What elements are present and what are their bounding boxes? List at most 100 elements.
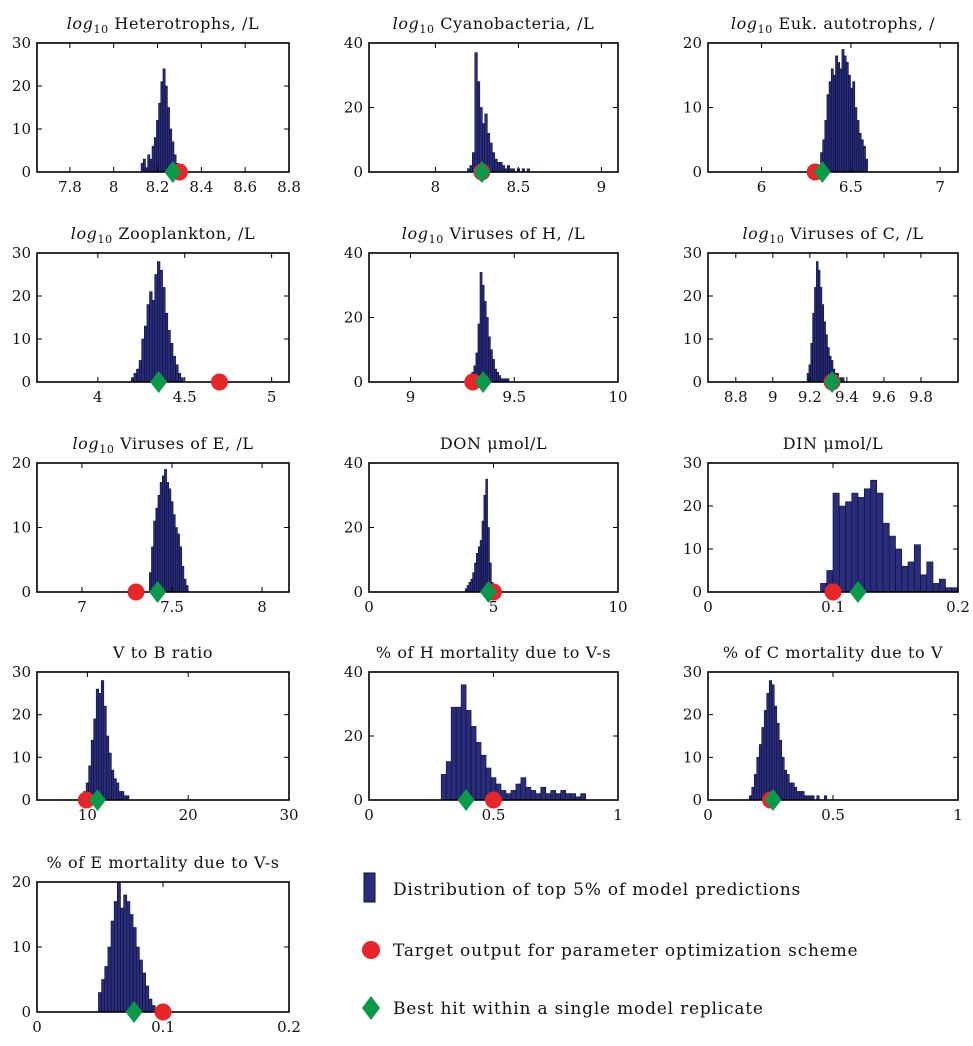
- y-tick-label: 40: [344, 244, 363, 262]
- histogram-bar: [850, 87, 853, 173]
- histogram-bar: [144, 325, 148, 383]
- x-tick-label: 9: [768, 388, 778, 406]
- histogram-panel: % of H mortality due to V-s 0 0.5 1 0 20 40: [344, 643, 623, 824]
- y-tick-label: 10: [12, 120, 31, 138]
- histogram-bar: [465, 710, 472, 801]
- histogram-bar: [470, 726, 477, 801]
- histogram-bar: [179, 546, 183, 593]
- histogram-bar: [851, 492, 859, 593]
- histogram-bar: [876, 492, 884, 593]
- y-tick-label: 0: [353, 791, 363, 809]
- panel-title: DON μmol/L: [440, 434, 547, 453]
- histogram-bar: [506, 165, 510, 173]
- histogram-bar: [920, 574, 928, 593]
- histogram-bar: [172, 355, 176, 383]
- histogram-panel: % of E mortality due to V-s 0 0.1 0.2 0 10 20: [12, 853, 301, 1036]
- histogram-bar: [139, 959, 143, 1013]
- x-tick-label: 0: [703, 806, 713, 824]
- x-tick-label: 0.1: [151, 1018, 175, 1036]
- histogram-bar: [845, 62, 849, 173]
- x-tick-label: 9.4: [835, 388, 859, 406]
- histogram-bar: [499, 162, 503, 173]
- histogram-bar: [856, 120, 860, 173]
- histogram-bar: [854, 107, 858, 173]
- panel-title: log10 Euk. autotrophs, /: [731, 14, 935, 36]
- x-tick-label: 8.8: [724, 388, 748, 406]
- histogram-bar: [159, 269, 163, 383]
- y-tick-label: 40: [344, 34, 363, 52]
- histogram-bar: [477, 323, 481, 383]
- x-tick-label: 9: [597, 178, 607, 196]
- histogram-bar: [480, 754, 487, 801]
- histogram-bar: [841, 49, 845, 173]
- x-tick-label: 0: [364, 598, 374, 616]
- best-hit-marker: [473, 161, 491, 183]
- histogram-bar: [515, 783, 522, 801]
- histogram-bar: [835, 55, 838, 173]
- histogram-bar: [838, 505, 846, 593]
- y-tick-label: 20: [344, 519, 363, 537]
- histogram-bar: [832, 492, 840, 593]
- x-tick-label: 7.8: [58, 178, 82, 196]
- histogram-bar: [505, 793, 512, 801]
- x-tick-label: 8.2: [146, 178, 170, 196]
- histogram-bar: [166, 482, 170, 593]
- y-tick-label: 10: [12, 748, 31, 766]
- x-tick-label: 8: [109, 178, 119, 196]
- best-hit-marker: [125, 1001, 143, 1023]
- x-tick-label: 8.5: [506, 178, 530, 196]
- histogram-bar: [481, 284, 485, 383]
- histogram-bar: [768, 680, 773, 801]
- histogram-bar: [761, 727, 765, 801]
- histogram-bar: [484, 113, 488, 173]
- y-tick-label: 20: [12, 873, 31, 891]
- y-tick-label: 20: [12, 454, 31, 472]
- target-marker: [77, 791, 95, 809]
- histogram-bar: [151, 299, 156, 383]
- plot-frame: [707, 671, 959, 801]
- y-tick-label: 20: [12, 706, 31, 724]
- panel-title: log10 Heterotrophs, /L: [67, 14, 260, 36]
- histogram-bar: [126, 901, 131, 1013]
- target-marker: [210, 373, 228, 391]
- legend-target-marker: [362, 941, 380, 959]
- y-tick-label: 20: [344, 727, 363, 745]
- histogram-bar: [117, 881, 121, 1013]
- histogram-panel: log10 Cyanobacteria, /L 8 8.5 9 0 20 40: [344, 14, 619, 196]
- histogram-bar: [837, 62, 841, 173]
- histogram-bar: [475, 742, 482, 801]
- x-tick-label: 30: [279, 806, 298, 824]
- histogram-bar: [95, 688, 100, 801]
- x-tick-label: 7: [935, 178, 945, 196]
- histogram-bar: [555, 793, 562, 801]
- histogram-bar: [151, 145, 155, 173]
- panel-title: log10 Viruses of H, /L: [402, 224, 585, 246]
- panel-title: DIN μmol/L: [783, 434, 884, 453]
- histogram-bar: [153, 137, 157, 173]
- histogram-bar: [98, 992, 102, 1013]
- histogram-bar: [149, 572, 152, 593]
- histogram-bar: [138, 360, 143, 383]
- histogram-bar: [440, 774, 447, 801]
- histogram-bar: [560, 790, 567, 801]
- histogram-panel: V to B ratio 10 20 30 0 10 20 30: [12, 643, 299, 824]
- plot-frame: [36, 42, 290, 173]
- y-tick-label: 20: [12, 77, 31, 95]
- histogram-bar: [167, 330, 171, 383]
- legend: Distribution of top 5% of model predicti…: [362, 872, 858, 1020]
- y-tick-label: 0: [692, 163, 702, 181]
- x-tick-label: 8: [257, 598, 267, 616]
- histogram-bar: [161, 475, 165, 593]
- histogram-bar: [141, 338, 145, 383]
- histogram-bar: [164, 85, 168, 173]
- y-tick-label: 10: [683, 330, 702, 348]
- histogram-bar: [164, 312, 169, 383]
- histogram-bar: [135, 946, 140, 1013]
- x-tick-label: 9.5: [502, 388, 526, 406]
- histogram-bar: [106, 735, 110, 801]
- histogram-bar: [550, 790, 557, 801]
- y-tick-label: 10: [683, 540, 702, 558]
- x-tick-label: 10: [608, 388, 627, 406]
